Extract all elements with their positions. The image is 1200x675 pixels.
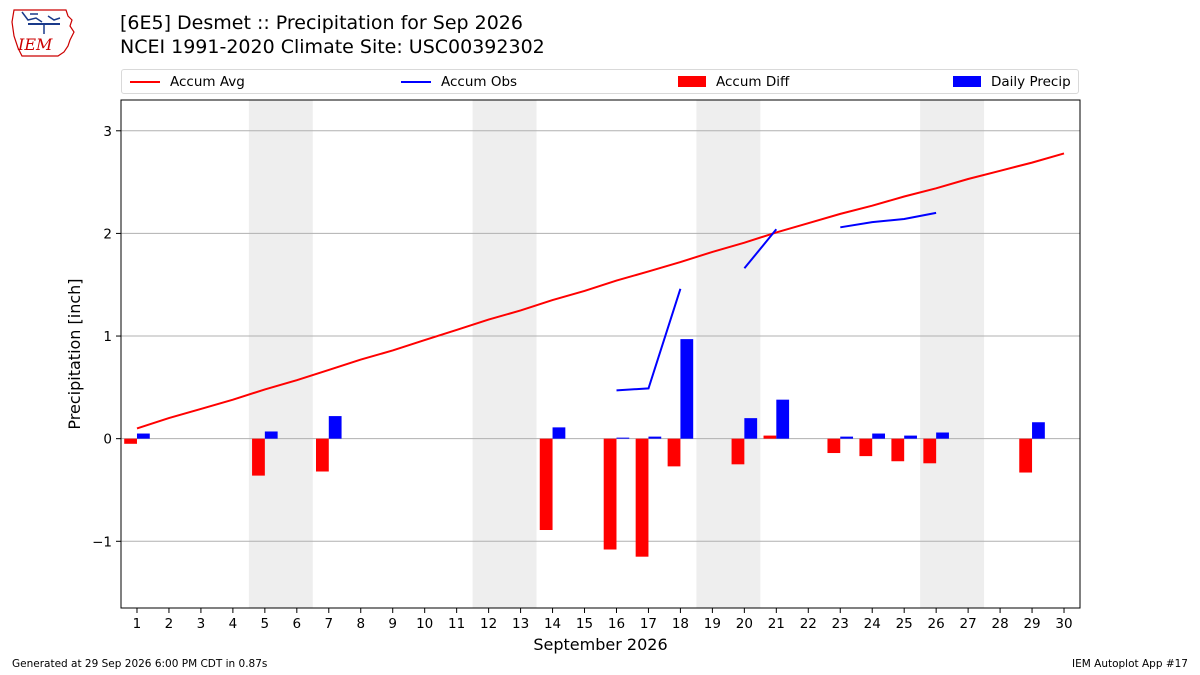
x-tick-label: 14 — [544, 616, 561, 632]
daily-precip-bar — [136, 433, 150, 439]
x-tick-label: 18 — [672, 616, 689, 632]
x-tick-label: 10 — [416, 616, 433, 632]
accum-diff-bar — [252, 438, 265, 476]
x-tick-label: 4 — [229, 616, 238, 632]
accum-obs-line — [840, 211, 937, 229]
x-tick-label: 3 — [197, 616, 206, 632]
legend-swatch-accum-obs — [401, 80, 431, 83]
y-tick-label: 0 — [103, 432, 112, 448]
x-axis-label: September 2026 — [533, 635, 667, 654]
x-tick-label: 22 — [800, 616, 817, 632]
accum-diff-bar — [635, 438, 649, 557]
x-tick-label: 11 — [448, 616, 465, 632]
weekend-shade — [920, 100, 985, 608]
daily-precip-bar — [904, 435, 917, 439]
daily-precip-bar — [1032, 422, 1045, 439]
legend-swatch-accum-diff — [678, 76, 706, 87]
y-tick-label: 3 — [103, 124, 112, 140]
accum-diff-bar — [923, 438, 937, 464]
legend-label-accum-obs: Accum Obs — [441, 73, 518, 90]
legend-item-accum-obs: Accum Obs — [401, 70, 517, 93]
x-tick-label: 21 — [768, 616, 785, 632]
x-tick-label: 24 — [864, 616, 881, 632]
accum-diff-bar — [763, 435, 777, 439]
logo-text: IEM — [17, 35, 53, 54]
accum-diff-bar — [827, 438, 841, 454]
accum-diff-bar — [731, 438, 745, 465]
y-tick-label: 1 — [103, 329, 112, 345]
x-tick-label: 25 — [896, 616, 913, 632]
accum-diff-bar — [859, 438, 873, 457]
x-tick-label: 6 — [293, 616, 302, 632]
x-tick-label: 5 — [261, 616, 270, 632]
x-tick-label: 13 — [512, 616, 529, 632]
y-axis-label: Precipitation [inch] — [65, 278, 84, 429]
x-tick-label: 30 — [1055, 616, 1072, 632]
legend-label-accum-avg: Accum Avg — [170, 73, 245, 90]
daily-precip-bar — [680, 339, 694, 439]
x-tick-label: 23 — [832, 616, 849, 632]
x-tick-label: 17 — [640, 616, 657, 632]
daily-precip-bar — [872, 433, 886, 439]
plot-frame — [120, 99, 1081, 609]
accum-diff-bar — [891, 438, 905, 462]
weekend-shade — [472, 100, 537, 608]
accum-obs-line — [743, 228, 778, 269]
app-label: IEM Autoplot App #17 — [1072, 658, 1188, 670]
x-tick-label: 15 — [576, 616, 593, 632]
x-tick-label: 16 — [608, 616, 625, 632]
legend-item-accum-avg: Accum Avg — [130, 70, 245, 93]
daily-precip-bar — [744, 418, 758, 439]
accum-diff-bar — [124, 438, 137, 444]
x-tick-label: 20 — [736, 616, 753, 632]
daily-precip-bar — [936, 432, 949, 439]
x-tick-label: 2 — [165, 616, 174, 632]
daily-precip-bar — [648, 436, 662, 439]
chart-title: [6E5] Desmet :: Precipitation for Sep 20… — [120, 12, 523, 34]
x-tick-label: 26 — [928, 616, 945, 632]
y-tick-label: −1 — [92, 534, 112, 550]
x-tick-label: 7 — [324, 616, 333, 632]
x-tick-label: 27 — [960, 616, 977, 632]
x-tick-label: 29 — [1023, 616, 1040, 632]
accum-diff-bar — [603, 438, 617, 550]
legend-label-accum-diff: Accum Diff — [716, 73, 790, 90]
daily-precip-bar — [776, 399, 790, 439]
daily-precip-bar — [840, 436, 854, 439]
chart-legend: Accum Avg Accum Obs Accum Diff Daily Pre… — [121, 69, 1079, 94]
y-tick-label: 2 — [103, 226, 112, 242]
accum-diff-bar — [1019, 438, 1033, 473]
accum-diff-bar — [667, 438, 681, 467]
daily-precip-bar — [328, 416, 342, 439]
accum-diff-bar — [539, 438, 553, 531]
daily-precip-bar — [616, 437, 630, 439]
legend-swatch-daily-precip — [953, 76, 981, 87]
accum-obs-line — [616, 288, 682, 392]
iem-logo: IEM — [8, 6, 78, 60]
x-tick-label: 28 — [991, 616, 1008, 632]
accum-avg-line — [136, 152, 1065, 430]
legend-item-daily-precip: Daily Precip — [953, 70, 1071, 93]
chart-subtitle: NCEI 1991-2020 Climate Site: USC00392302 — [120, 36, 545, 58]
weekend-shade — [696, 100, 761, 608]
daily-precip-bar — [264, 431, 278, 439]
x-tick-label: 19 — [704, 616, 721, 632]
legend-label-daily-precip: Daily Precip — [991, 73, 1071, 90]
x-tick-label: 9 — [388, 616, 397, 632]
x-tick-label: 8 — [356, 616, 365, 632]
legend-swatch-accum-avg — [130, 80, 160, 83]
daily-precip-bar — [552, 427, 566, 439]
accum-diff-bar — [315, 438, 329, 472]
x-tick-label: 1 — [133, 616, 142, 632]
legend-item-accum-diff: Accum Diff — [678, 70, 789, 93]
generated-timestamp: Generated at 29 Sep 2026 6:00 PM CDT in … — [12, 658, 268, 670]
x-tick-label: 12 — [480, 616, 497, 632]
weekend-shade — [248, 100, 313, 608]
